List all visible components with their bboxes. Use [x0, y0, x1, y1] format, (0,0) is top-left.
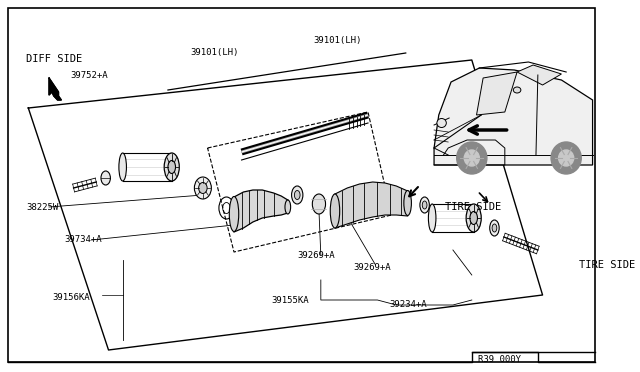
Circle shape	[551, 142, 581, 174]
Polygon shape	[49, 78, 61, 100]
Ellipse shape	[195, 177, 211, 199]
Text: 39101(LH): 39101(LH)	[313, 36, 362, 45]
Ellipse shape	[422, 201, 427, 209]
Text: 39752+A: 39752+A	[71, 71, 108, 80]
Ellipse shape	[490, 220, 499, 236]
Circle shape	[464, 150, 479, 166]
Text: R39 000Y: R39 000Y	[479, 355, 522, 364]
Ellipse shape	[229, 196, 239, 231]
Ellipse shape	[198, 183, 207, 193]
Ellipse shape	[513, 87, 521, 93]
Text: 39234+A: 39234+A	[390, 300, 428, 309]
Text: TIRE SIDE: TIRE SIDE	[445, 202, 502, 212]
Text: DIFF SIDE: DIFF SIDE	[26, 54, 83, 64]
Ellipse shape	[285, 200, 291, 214]
Text: 39156KA: 39156KA	[52, 293, 90, 302]
Polygon shape	[517, 65, 561, 85]
Ellipse shape	[168, 160, 175, 173]
Ellipse shape	[404, 190, 412, 215]
Text: 39155KA: 39155KA	[272, 296, 309, 305]
Ellipse shape	[437, 119, 446, 128]
Polygon shape	[434, 68, 593, 165]
Polygon shape	[477, 72, 517, 115]
Ellipse shape	[428, 204, 436, 232]
Ellipse shape	[292, 186, 303, 204]
Text: TIRE SIDE: TIRE SIDE	[579, 260, 636, 270]
Circle shape	[559, 150, 573, 166]
Ellipse shape	[466, 204, 481, 232]
Ellipse shape	[420, 197, 429, 213]
Ellipse shape	[101, 171, 111, 185]
Text: 39269+A: 39269+A	[354, 263, 392, 272]
Ellipse shape	[164, 153, 179, 181]
Circle shape	[457, 142, 487, 174]
Text: 38225W: 38225W	[26, 203, 59, 212]
Ellipse shape	[294, 190, 300, 199]
Ellipse shape	[492, 224, 497, 232]
Text: 39734+A: 39734+A	[64, 235, 102, 244]
Ellipse shape	[470, 212, 477, 224]
Polygon shape	[234, 190, 288, 232]
Polygon shape	[335, 182, 408, 228]
Ellipse shape	[330, 194, 340, 228]
Ellipse shape	[119, 153, 127, 181]
Text: 39269+A: 39269+A	[297, 251, 335, 260]
Text: 39101(LH): 39101(LH)	[191, 48, 239, 57]
Ellipse shape	[312, 194, 326, 214]
